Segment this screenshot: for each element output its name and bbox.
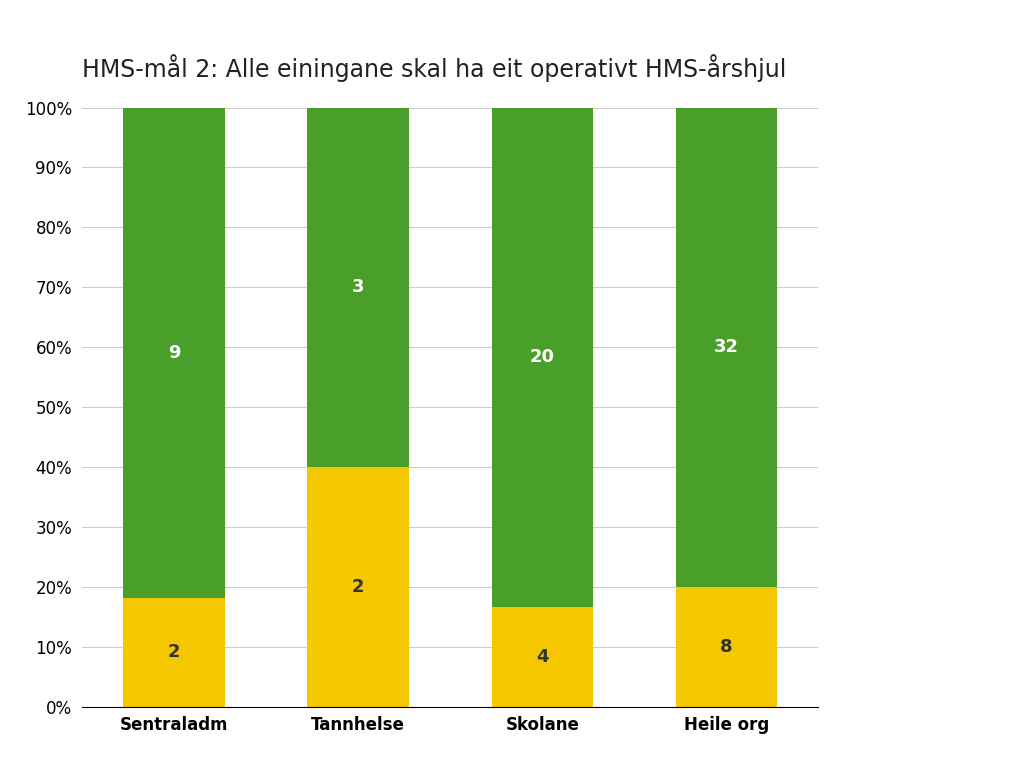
Text: 4: 4 [536, 647, 548, 666]
Bar [307, 108, 408, 467]
Text: 2: 2 [168, 643, 180, 661]
Bar [675, 587, 777, 707]
Text: 20: 20 [530, 348, 554, 366]
Bar [492, 607, 593, 707]
Text: 32: 32 [714, 338, 739, 356]
Bar [492, 108, 593, 607]
Text: 3: 3 [352, 278, 364, 296]
Text: 9: 9 [168, 343, 180, 362]
Bar [124, 598, 225, 707]
Text: 8: 8 [720, 637, 732, 656]
Bar [307, 467, 408, 707]
Bar [675, 108, 777, 587]
Text: HMS-mål 2: Alle einingane skal ha eit operativt HMS-årshjul: HMS-mål 2: Alle einingane skal ha eit op… [82, 54, 787, 81]
Bar [124, 108, 225, 598]
Text: 2: 2 [352, 578, 364, 596]
